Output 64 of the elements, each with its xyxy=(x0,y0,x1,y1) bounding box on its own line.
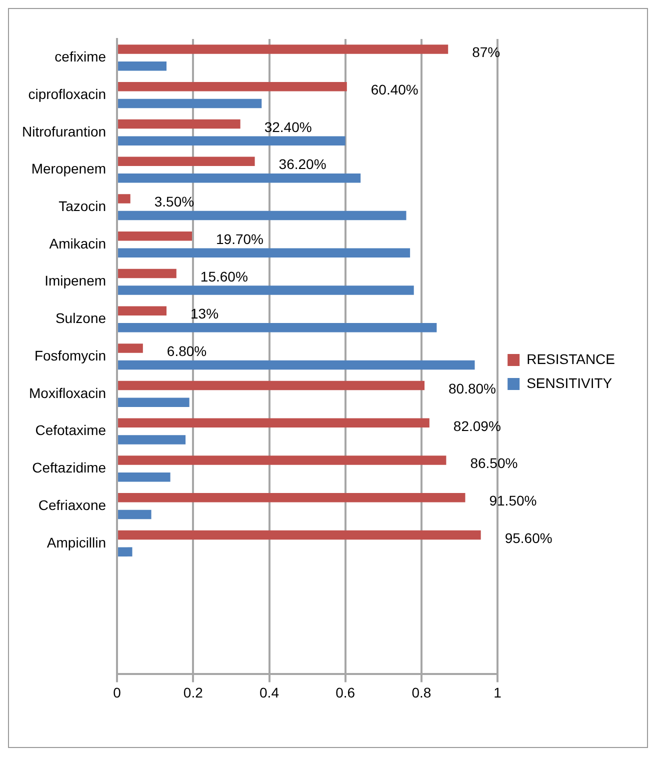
bar xyxy=(118,156,255,166)
bar xyxy=(118,510,152,520)
data-label: 36.20% xyxy=(278,156,326,172)
legend-label: SENSITIVITY xyxy=(526,374,613,391)
bar xyxy=(118,44,448,54)
data-label: 15.60% xyxy=(200,268,248,284)
data-label: 3.50% xyxy=(154,194,194,210)
y-tick-label: Moxifloxacin xyxy=(29,384,106,401)
y-tick-label: Amikacin xyxy=(49,235,106,252)
y-tick-label: Tazocin xyxy=(58,198,106,214)
x-tick-label: 0.2 xyxy=(183,684,204,700)
bar xyxy=(118,530,481,540)
bar xyxy=(118,472,170,482)
bar xyxy=(118,344,143,353)
bar xyxy=(118,547,132,556)
data-label: 32.40% xyxy=(264,118,312,135)
data-label: 82.09% xyxy=(453,418,501,434)
y-tick-label: Fosfomycin xyxy=(34,347,106,364)
data-label: 19.70% xyxy=(216,230,264,247)
x-tick-label: 1 xyxy=(494,684,502,700)
bar xyxy=(118,380,425,390)
data-label: 95.60% xyxy=(504,530,552,546)
bar xyxy=(118,418,430,428)
bar xyxy=(118,82,347,92)
y-tick-label: Cefotaxime xyxy=(35,422,106,438)
x-tick-label: 0.4 xyxy=(260,684,280,700)
bar xyxy=(118,194,130,204)
data-label: 60.40% xyxy=(370,82,418,98)
x-tick-label: 0.8 xyxy=(412,684,432,700)
bar xyxy=(118,435,186,444)
bar xyxy=(118,61,167,71)
data-label: 91.50% xyxy=(489,492,537,509)
bar xyxy=(118,286,414,295)
x-tick-label: 0.6 xyxy=(336,684,356,700)
bar xyxy=(118,119,240,129)
bar xyxy=(118,268,176,278)
bar xyxy=(118,493,466,502)
bar xyxy=(118,323,437,332)
data-label: 87% xyxy=(472,44,500,60)
bar xyxy=(118,136,346,146)
y-tick-label: Ceftazidime xyxy=(32,460,106,476)
bar xyxy=(118,98,262,108)
x-tick-label: 0 xyxy=(113,684,122,700)
y-tick-label: Imipenem xyxy=(44,272,106,289)
data-label: 80.80% xyxy=(448,380,496,396)
bar xyxy=(118,306,167,316)
y-tick-label: Sulzone xyxy=(55,310,106,326)
legend-label: RESISTANCE xyxy=(526,350,616,367)
bar xyxy=(118,210,406,220)
y-tick-label: cefixime xyxy=(54,48,106,65)
bar xyxy=(118,231,192,241)
y-tick-label: ciprofloxacin xyxy=(28,86,106,102)
bar xyxy=(118,248,410,258)
y-tick-label: Nitrofurantion xyxy=(22,123,106,140)
y-tick-label: Ampicillin xyxy=(46,534,106,550)
bar xyxy=(118,456,446,465)
y-tick-label: Cefriaxone xyxy=(38,496,106,513)
data-label: 13% xyxy=(190,306,219,322)
bar xyxy=(118,398,190,407)
bar xyxy=(118,360,475,370)
data-label: 6.80% xyxy=(166,343,207,360)
bar xyxy=(118,174,361,183)
data-label: 86.50% xyxy=(470,455,518,472)
y-tick-label: Meropenem xyxy=(31,160,106,177)
